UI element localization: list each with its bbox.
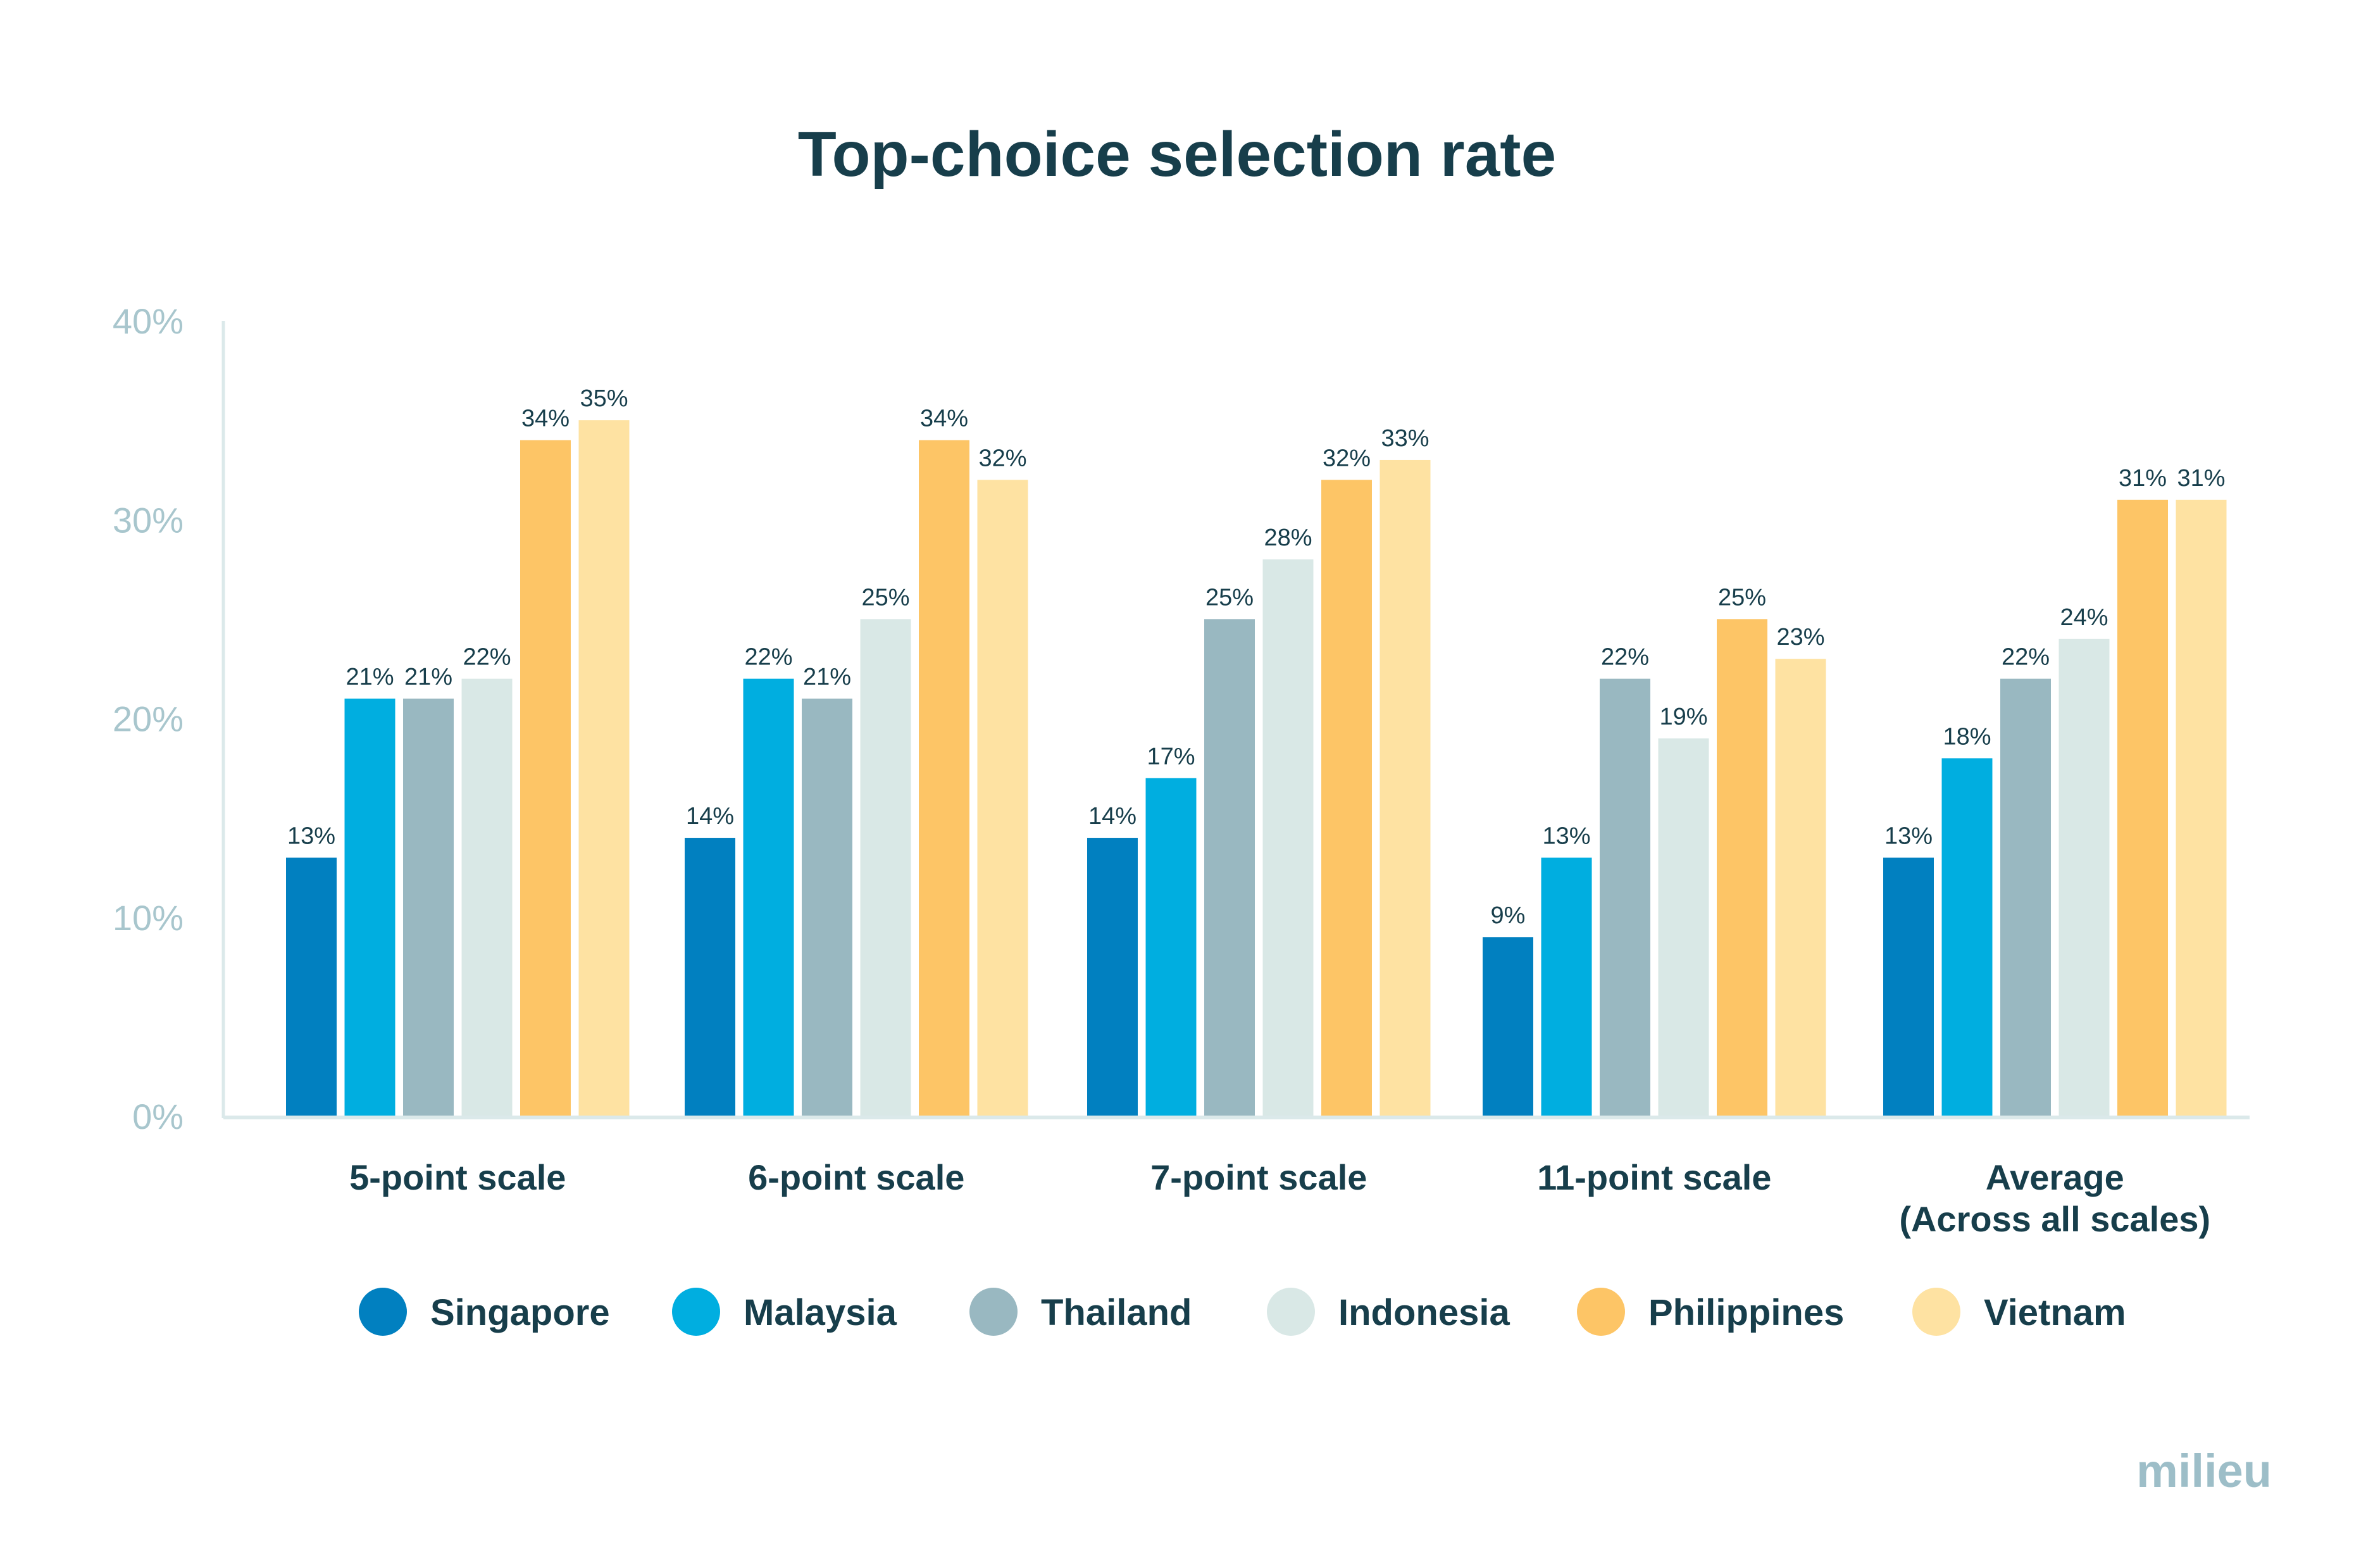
data-label: 31%: [2119, 465, 2167, 492]
bar: [1483, 937, 1533, 1116]
bar: [919, 440, 969, 1116]
x-tick-label: (Across all scales): [1899, 1199, 2210, 1239]
bar: [2058, 638, 2110, 1116]
bar: [2000, 678, 2051, 1116]
legend-item: Indonesia: [1267, 1288, 1510, 1336]
bar: [685, 838, 735, 1116]
legend: Singapore Malaysia Thailand Indonesia Philip…: [359, 1288, 2126, 1336]
data-label: 21%: [404, 664, 452, 690]
y-axis: 0% 10% 20% 30% 40%: [113, 301, 225, 1136]
legend-item: Vietnam: [1912, 1288, 2126, 1336]
y-tick-label: 20%: [113, 699, 184, 739]
legend-item: Thailand: [969, 1288, 1192, 1336]
bar: [1087, 838, 1138, 1116]
bar: [1145, 778, 1197, 1116]
data-label: 17%: [1147, 744, 1195, 770]
data-label: 21%: [803, 664, 851, 690]
data-label: 35%: [580, 385, 628, 412]
data-label: 18%: [1943, 723, 1991, 750]
data-label: 32%: [1323, 445, 1371, 471]
x-tick-label: 6-point scale: [748, 1157, 964, 1197]
data-label: 25%: [1205, 584, 1254, 611]
data-label: 9%: [1491, 902, 1526, 929]
bar: [802, 699, 852, 1116]
y-tick-label: 40%: [113, 301, 184, 341]
legend-swatch: [672, 1288, 720, 1336]
bar: [520, 440, 571, 1116]
x-tick-label: Average: [1986, 1157, 2124, 1197]
data-label: 34%: [920, 406, 968, 432]
bar: [1941, 758, 1993, 1116]
data-label: 21%: [346, 664, 394, 690]
x-tick-label: 7-point scale: [1150, 1157, 1367, 1197]
data-label: 13%: [1542, 823, 1590, 849]
data-label: 34%: [521, 406, 570, 432]
data-label: 13%: [287, 823, 335, 849]
legend-label: Indonesia: [1338, 1292, 1510, 1333]
data-label: 22%: [744, 644, 792, 671]
data-label: 22%: [463, 644, 511, 671]
legend-swatch: [1267, 1288, 1315, 1336]
legend-item: Philippines: [1577, 1288, 1844, 1336]
bar: [286, 857, 337, 1116]
bar: [2176, 499, 2227, 1116]
legend-swatch: [1577, 1288, 1625, 1336]
bar: [1321, 480, 1372, 1116]
data-label: 23%: [1776, 624, 1824, 650]
legend-item: Singapore: [359, 1288, 610, 1336]
bar: [1379, 459, 1431, 1116]
milieu-logo: milieu: [2136, 1445, 2272, 1497]
chart-title: Top-choice selection rate: [798, 119, 1556, 190]
legend-label: Philippines: [1648, 1292, 1844, 1333]
legend-item: Malaysia: [672, 1288, 897, 1336]
data-label: 19%: [1659, 704, 1707, 730]
bars: [286, 420, 2227, 1116]
data-label: 31%: [2177, 465, 2225, 492]
bar: [578, 420, 630, 1116]
x-tick-label: 11-point scale: [1537, 1157, 1771, 1197]
data-label: 32%: [978, 445, 1026, 471]
legend-swatch: [1912, 1288, 1960, 1336]
data-label: 22%: [1601, 644, 1649, 671]
data-label: 28%: [1264, 525, 1312, 551]
bar: [1541, 857, 1592, 1116]
bar: [860, 619, 911, 1116]
y-tick-label: 0%: [132, 1097, 184, 1136]
bar: [2117, 499, 2168, 1116]
legend-label: Vietnam: [1984, 1292, 2126, 1333]
bar: [1658, 738, 1709, 1116]
bar: [1883, 857, 1934, 1116]
bar: [1717, 619, 1767, 1116]
data-label: 13%: [1884, 823, 1933, 849]
legend-swatch: [359, 1288, 407, 1336]
bar: [461, 678, 513, 1116]
data-label: 22%: [2002, 644, 2050, 671]
data-label: 33%: [1381, 425, 1429, 452]
x-axis: 5-point scale 6-point scale 7-point scale 1…: [223, 1116, 2250, 1239]
bar: [977, 480, 1028, 1116]
legend-label: Thailand: [1041, 1292, 1192, 1333]
data-label: 25%: [861, 584, 909, 611]
data-label: 25%: [1718, 584, 1766, 611]
value-labels: 13% 21% 21% 22% 34% 35% 14% 22% 21% 25% 34% 32% 14% 1…: [287, 385, 2226, 929]
bar: [1204, 619, 1255, 1116]
y-tick-label: 30%: [113, 500, 184, 540]
legend-label: Singapore: [430, 1292, 610, 1333]
bar: [403, 699, 454, 1116]
data-label: 24%: [2060, 604, 2108, 631]
x-tick-label: 5-point scale: [349, 1157, 566, 1197]
data-label: 14%: [686, 803, 734, 830]
bar: [344, 699, 395, 1116]
legend-label: Malaysia: [744, 1292, 897, 1333]
bar: [1775, 659, 1826, 1116]
bar: [743, 678, 794, 1116]
y-tick-label: 10%: [113, 898, 184, 938]
legend-swatch: [969, 1288, 1018, 1336]
data-label: 14%: [1088, 803, 1137, 830]
bar: [1600, 678, 1650, 1116]
bar: [1262, 559, 1314, 1116]
